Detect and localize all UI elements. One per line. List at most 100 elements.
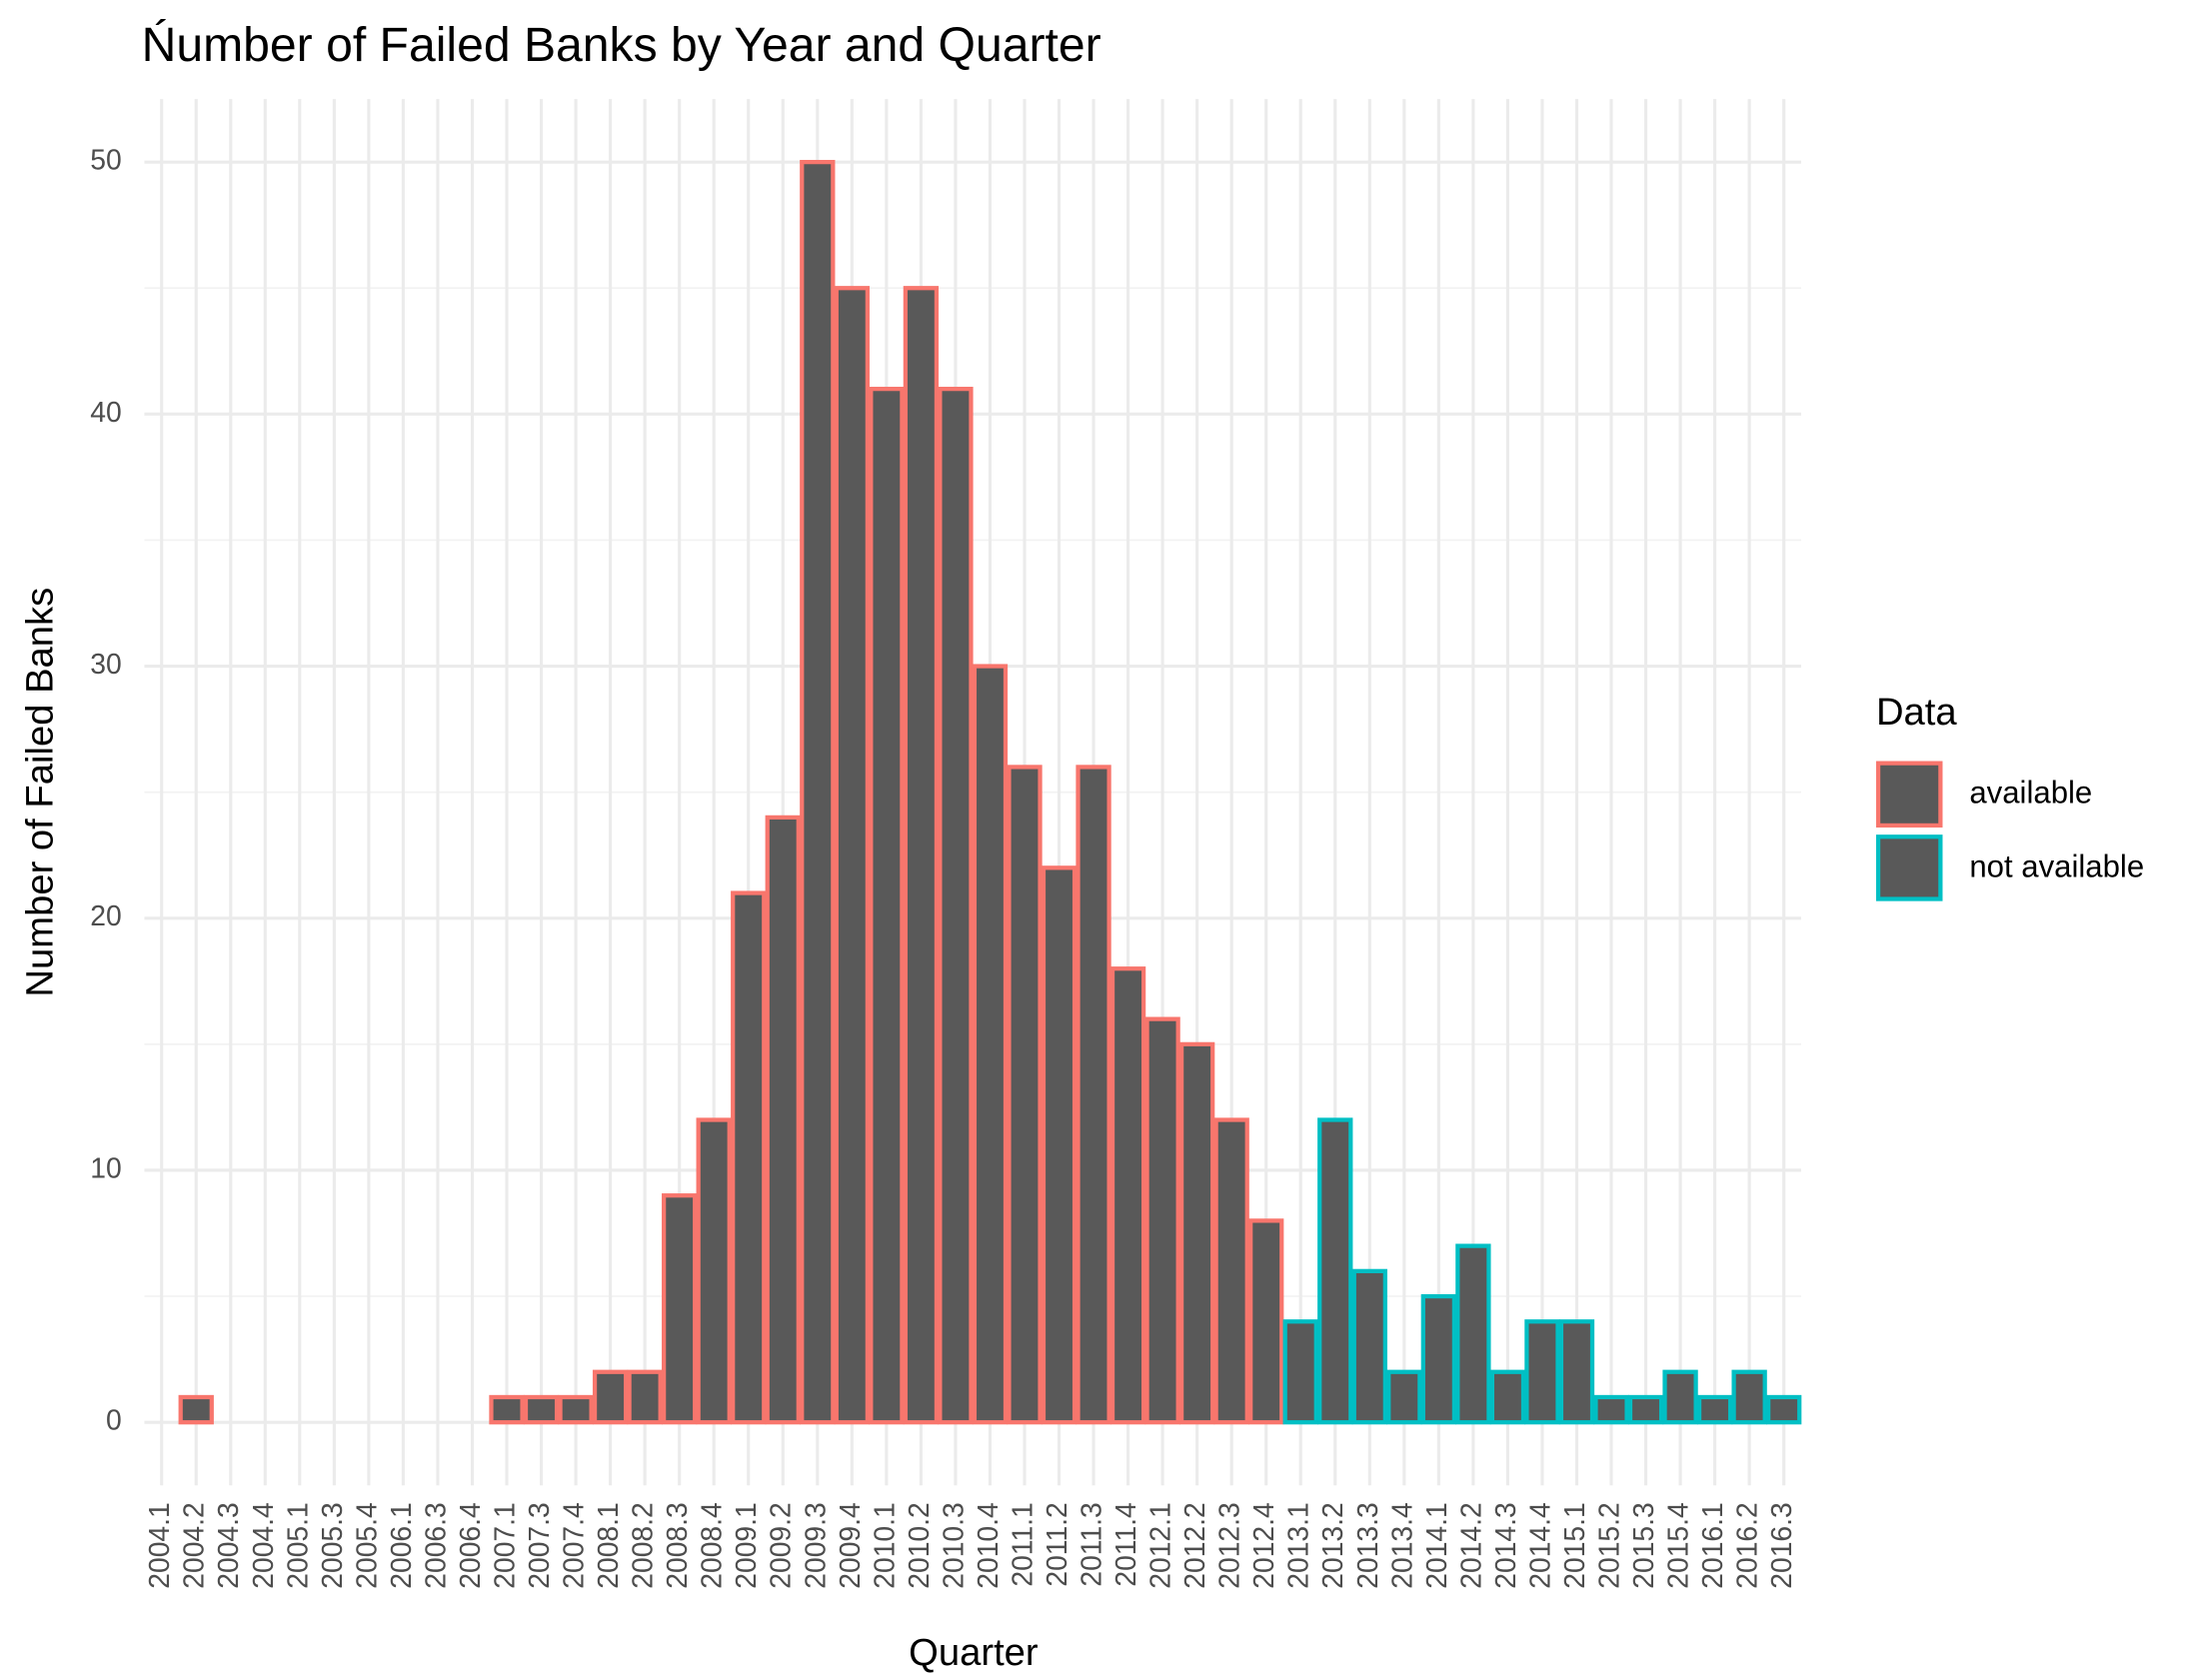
x-tick-label: 2010.1 [868,1502,900,1589]
bar [1489,1369,1526,1425]
x-tick-label: 2006.3 [419,1502,451,1589]
x-tick-label: 2016.1 [1696,1502,1728,1589]
x-tick-label: 2007.1 [488,1502,520,1589]
x-tick-label: 2016.3 [1765,1502,1797,1589]
bar [558,1394,594,1425]
x-tick-label: 2004.1 [143,1502,175,1589]
x-tick-label: 2004.3 [212,1502,244,1589]
bar [765,815,801,1425]
bar [869,386,905,1425]
y-tick-label: 20 [90,899,121,931]
x-tick-label: 2012.2 [1178,1502,1210,1589]
bar [178,1394,214,1425]
x-tick-label: 2014.2 [1454,1502,1486,1589]
x-tick-label: 2011.1 [1006,1502,1038,1586]
x-tick-label: 2009.2 [765,1502,797,1589]
x-tick-label: 2011.4 [1109,1502,1141,1586]
x-tick-label: 2008.4 [696,1502,728,1589]
bar [1178,1041,1215,1425]
x-tick-label: 2013.3 [1351,1502,1383,1589]
bar [696,1117,732,1425]
bar [903,286,940,1425]
x-tick-label: 2009.1 [730,1502,762,1589]
bar [1007,765,1043,1425]
x-tick-label: 2009.3 [799,1502,831,1589]
bar [1248,1218,1284,1425]
x-tick-label: 2011.2 [1041,1502,1073,1586]
y-tick-label: 50 [90,144,121,176]
bar [1766,1394,1802,1425]
legend-label: not available [1969,848,2144,883]
bar [592,1369,629,1425]
x-tick-label: 2016.2 [1731,1502,1763,1589]
x-tick-label: 2014.1 [1420,1502,1452,1589]
x-tick-label: 2015.4 [1662,1502,1694,1589]
bar [972,664,1009,1425]
x-tick-label: 2012.1 [1144,1502,1176,1589]
x-tick-label: 2005.3 [316,1502,348,1589]
x-tick-label: 2015.1 [1558,1502,1590,1589]
x-tick-label: 2008.3 [661,1502,693,1589]
bar [1282,1319,1318,1425]
legend-label: available [1969,776,2092,811]
y-tick-label: 40 [90,396,121,428]
x-tick-label: 2012.3 [1213,1502,1245,1589]
x-tick-label: 2005.4 [350,1502,382,1589]
bar [800,160,836,1425]
x-tick-label: 2015.2 [1592,1502,1624,1589]
bar [1041,865,1078,1425]
x-tick-label: 2012.4 [1247,1502,1279,1589]
x-tick-label: 2010.2 [903,1502,935,1589]
bar [1109,966,1146,1425]
y-tick-label: 30 [90,648,121,680]
legend-key [1875,761,1943,829]
y-tick-label: 10 [90,1151,121,1183]
legend-key [1875,835,1943,901]
bar [1144,1016,1180,1425]
bar [938,386,974,1425]
bar [1662,1369,1698,1425]
x-tick-label: 2006.4 [454,1502,486,1589]
chart-title: Ńumber of Failed Banks by Year and Quart… [142,18,1101,72]
bar [523,1394,560,1425]
bar [1558,1319,1595,1425]
bar [489,1394,525,1425]
bar [1351,1268,1387,1425]
x-tick-label: 2006.1 [385,1502,417,1589]
bar [1076,765,1111,1425]
x-tick-label: 2015.3 [1627,1502,1659,1589]
bar [1627,1394,1664,1425]
bar [627,1369,663,1425]
x-tick-label: 2009.4 [834,1502,866,1589]
x-tick-label: 2013.4 [1385,1502,1417,1589]
x-tick-label: 2014.4 [1523,1502,1555,1589]
x-tick-label: 2007.3 [523,1502,555,1589]
x-tick-label: 2007.4 [558,1502,590,1589]
bar [1696,1394,1733,1425]
bar [731,890,767,1425]
x-tick-label: 2008.1 [592,1502,624,1589]
bar [662,1193,698,1425]
x-tick-label: 2004.2 [178,1502,210,1589]
x-tick-label: 2010.3 [937,1502,969,1589]
x-axis-title: Quarter [909,1631,1039,1674]
bar [1731,1369,1767,1425]
bar [1420,1293,1457,1425]
bar [1386,1369,1422,1425]
bar [834,286,870,1425]
x-tick-label: 2010.4 [972,1502,1004,1589]
bar [1455,1243,1491,1425]
bar [1524,1319,1560,1425]
bar [1213,1117,1249,1425]
x-tick-label: 2013.2 [1316,1502,1348,1589]
legend-title: Data [1876,691,1957,734]
bar [1317,1117,1353,1425]
bar [1593,1394,1629,1425]
y-axis-title: Number of Failed Banks [19,588,62,997]
x-tick-label: 2013.1 [1282,1502,1314,1589]
x-tick-label: 2005.1 [281,1502,313,1589]
y-tick-label: 0 [106,1404,122,1436]
x-tick-label: 2011.3 [1076,1502,1107,1586]
